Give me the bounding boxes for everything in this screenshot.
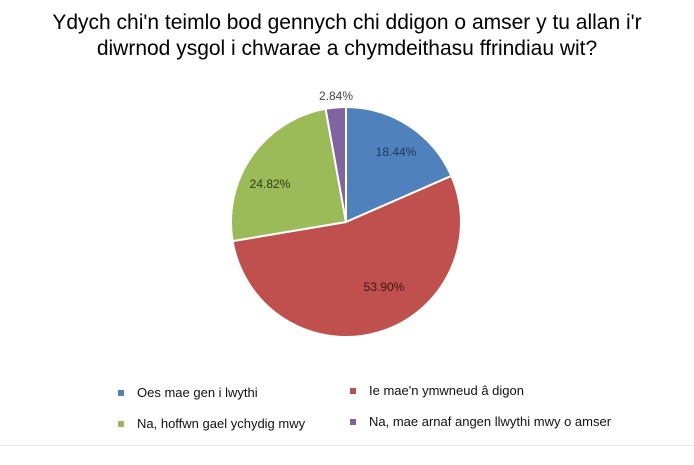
- pie-data-label-4: 2.84%: [319, 89, 353, 103]
- legend-swatch-blue: [118, 389, 124, 396]
- legend-swatch-green: [118, 420, 124, 427]
- legend-item-hoffwn: Na, hoffwn gael ychydig mwy: [118, 416, 305, 431]
- legend-label: Na, mae arnaf angen llwythi mwy o amser: [369, 414, 612, 429]
- pie-data-label-3: 24.82%: [250, 177, 291, 191]
- legend-label: Ie mae'n ymwneud â digon: [369, 383, 524, 398]
- legend-item-angen: Na, mae arnaf angen llwythi mwy o amser: [350, 414, 611, 429]
- legend-swatch-purple: [350, 418, 356, 425]
- legend-label: Na, hoffwn gael ychydig mwy: [137, 416, 306, 431]
- legend-label: Oes mae gen i lwythi: [137, 385, 258, 400]
- pie-data-label-2: 53.90%: [364, 280, 405, 294]
- legend-item-ie: Ie mae'n ymwneud â digon: [350, 383, 524, 398]
- chart-title: Ydych chi'n teimlo bod gennych chi ddigo…: [0, 10, 694, 62]
- bottom-divider: [0, 445, 694, 446]
- pie-data-label-1: 18.44%: [376, 145, 417, 159]
- chart-title-line-1: Ydych chi'n teimlo bod gennych chi ddigo…: [52, 11, 642, 34]
- legend-item-oes: Oes mae gen i lwythi: [118, 385, 258, 400]
- pie-slice-1: [345, 105, 453, 224]
- chart-title-line-2: diwrnod ysgol i chwarae a chymdeithasu f…: [96, 37, 598, 60]
- pie-slice-4: [324, 105, 347, 223]
- legend-swatch-red: [350, 387, 356, 394]
- pie-slice-3: [230, 107, 348, 243]
- pie-slice-2: [231, 174, 462, 338]
